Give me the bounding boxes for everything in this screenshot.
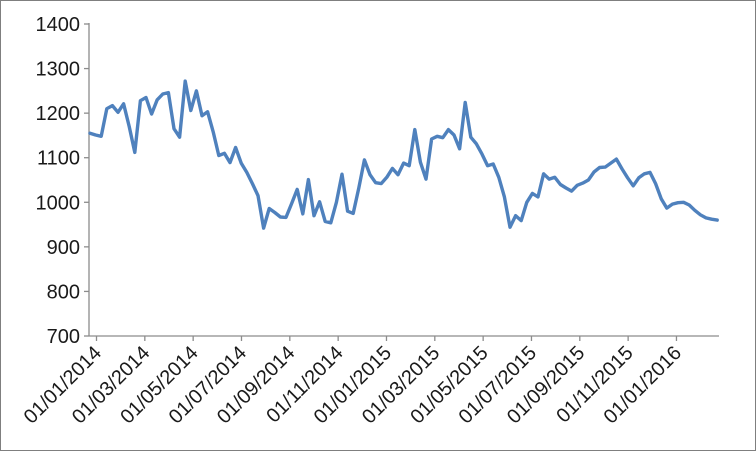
y-axis-tick-label: 800 <box>47 281 80 303</box>
y-axis-tick-label: 1300 <box>36 59 81 81</box>
y-axis-tick-label: 1200 <box>36 103 81 125</box>
y-axis-tick-label: 900 <box>47 237 80 259</box>
y-axis-tick-label: 1400 <box>36 14 81 36</box>
y-axis-tick-label: 1100 <box>37 148 80 170</box>
y-axis-tick-label: 1000 <box>36 192 81 214</box>
y-axis-tick-label: 700 <box>47 326 80 348</box>
series-line <box>88 79 719 230</box>
